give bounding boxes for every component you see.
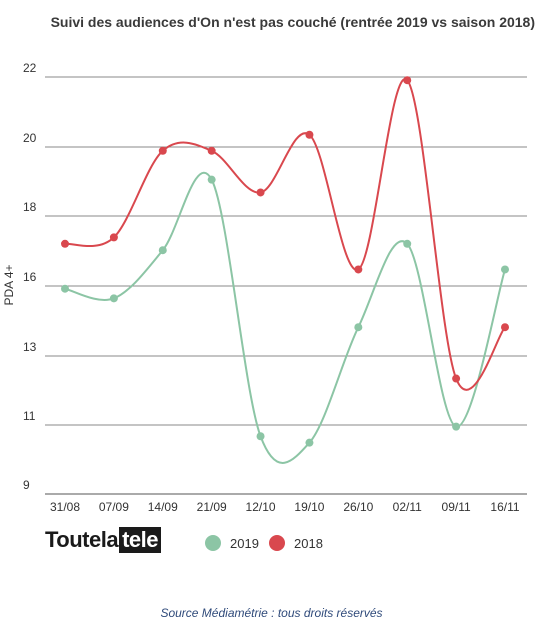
- y-tick-label: 18: [23, 200, 37, 214]
- x-tick-label: 16/11: [490, 500, 519, 514]
- data-point-2019[interactable]: [109, 294, 118, 303]
- data-point-2019[interactable]: [305, 438, 314, 447]
- data-point-2018[interactable]: [207, 146, 216, 155]
- y-tick-label: 16: [23, 270, 37, 284]
- y-tick-label: 22: [23, 61, 37, 75]
- x-axis-ticks: 31/08 07/09 14/09 21/09 12/10 19/10 26/10 02/11…: [50, 500, 520, 514]
- data-point-2018[interactable]: [158, 146, 167, 155]
- x-tick-label: 12/10: [246, 500, 276, 514]
- data-point-2019[interactable]: [403, 239, 412, 248]
- y-tick-label: 9: [23, 478, 30, 492]
- chart-title: Suivi des audiences d'On n'est pas couch…: [50, 14, 535, 30]
- data-point-2018[interactable]: [354, 265, 363, 274]
- data-point-2019[interactable]: [207, 175, 216, 184]
- y-tick-label: 11: [23, 409, 36, 423]
- x-tick-label: 31/08: [50, 500, 80, 514]
- legend-label-2018: 2018: [294, 535, 323, 551]
- legend-label-2019: 2019: [230, 535, 259, 551]
- data-point-2018[interactable]: [403, 76, 412, 85]
- source-note: Source Médiamétrie : tous droits réservé…: [160, 606, 383, 620]
- data-point-2018[interactable]: [109, 233, 118, 242]
- data-point-2019[interactable]: [501, 265, 509, 274]
- legend-item-2019[interactable]: 2019: [205, 535, 259, 551]
- x-tick-label: 19/10: [294, 500, 324, 514]
- series-lines: [64, 78, 506, 464]
- x-tick-label: 02/11: [393, 500, 422, 514]
- x-tick-label: 09/11: [442, 500, 471, 514]
- x-tick-label: 14/09: [148, 500, 178, 514]
- legend-marker-2018: [269, 535, 285, 551]
- x-tick-label: 26/10: [343, 500, 373, 514]
- data-point-2019[interactable]: [256, 432, 265, 441]
- y-axis-ticks: 9 11 13 16 18 20 22: [23, 61, 37, 492]
- data-point-2018[interactable]: [256, 188, 265, 197]
- data-point-2018[interactable]: [501, 323, 509, 332]
- x-tick-label: 21/09: [197, 500, 227, 514]
- legend-marker-2019: [205, 535, 221, 551]
- data-point-2019[interactable]: [354, 323, 363, 332]
- data-point-2019[interactable]: [158, 246, 167, 255]
- x-tick-label: 07/09: [99, 500, 129, 514]
- series-line-2018: [64, 78, 506, 391]
- data-point-2019[interactable]: [452, 422, 461, 431]
- toutelatele-logo: Toutela tele: [45, 527, 162, 553]
- data-point-2019[interactable]: [61, 284, 69, 293]
- data-point-2018[interactable]: [452, 374, 461, 383]
- y-tick-label: 13: [23, 340, 37, 354]
- series-points: [61, 76, 509, 447]
- legend-item-2018[interactable]: 2018: [269, 535, 323, 551]
- data-point-2018[interactable]: [61, 239, 69, 248]
- y-tick-label: 20: [23, 131, 37, 145]
- y-axis-label: PDA 4+: [2, 264, 16, 305]
- gridlines: [45, 76, 527, 495]
- data-point-2018[interactable]: [305, 130, 314, 139]
